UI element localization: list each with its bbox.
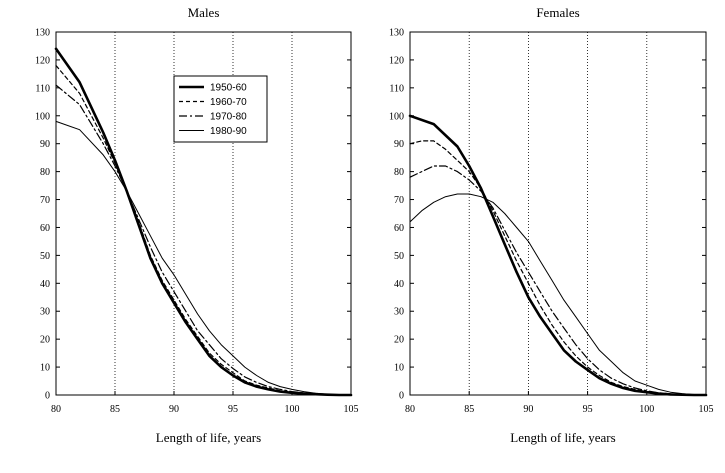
y-tick-label: 70 <box>394 195 404 206</box>
y-tick-label: 90 <box>394 139 404 150</box>
females-panel: 0 10 20 30 40 50 60 70 80 90 100 110 120 130 80 85 90 95 1… <box>389 5 714 445</box>
y-tick-label: 100 <box>35 111 50 122</box>
x-tick-label: 80 <box>405 404 415 415</box>
x-axis-label: Length of life, years <box>510 430 615 445</box>
y-tick-label: 100 <box>389 111 404 122</box>
y-tick-label: 90 <box>40 139 50 150</box>
plot-frame <box>55 31 352 396</box>
y-tick-label: 50 <box>40 251 50 262</box>
y-tick-label: 0 <box>45 391 50 402</box>
y-tick-label: 20 <box>394 335 404 346</box>
y-tick-label: 130 <box>389 28 404 39</box>
y-tick-label: 20 <box>40 335 50 346</box>
x-tick-label: 95 <box>583 404 593 415</box>
x-tick-label: 100 <box>639 404 654 415</box>
chart-title: Females <box>536 5 579 20</box>
x-tick-label: 95 <box>228 404 238 415</box>
x-tick-label: 105 <box>699 404 714 415</box>
y-tick-label: 30 <box>394 307 404 318</box>
y-tick-label: 120 <box>35 55 50 66</box>
series-line-1970-80 <box>409 165 707 396</box>
y-tick-label: 10 <box>40 363 50 374</box>
males-panel: 0 10 20 30 40 50 60 70 80 90 100 110 120 130 80 85 90 95 1… <box>35 5 359 445</box>
series-line-1980-90 <box>409 193 707 396</box>
x-tick-label: 90 <box>523 404 533 415</box>
y-tick-label: 60 <box>394 223 404 234</box>
y-tick-label: 70 <box>40 195 50 206</box>
x-tick-label: 85 <box>464 404 474 415</box>
legend-label: 1950-60 <box>210 83 247 94</box>
x-tick-label: 105 <box>344 404 359 415</box>
y-tick-label: 80 <box>394 167 404 178</box>
y-tick-label: 40 <box>40 279 50 290</box>
x-tick-label: 85 <box>110 404 120 415</box>
plot-frame <box>409 31 707 396</box>
series-line-1980-90 <box>55 120 352 396</box>
x-tick-label: 80 <box>51 404 61 415</box>
y-tick-label: 50 <box>394 251 404 262</box>
legend-label: 1980-90 <box>210 126 247 137</box>
x-tick-label: 90 <box>169 404 179 415</box>
y-tick-label: 30 <box>40 307 50 318</box>
chart-title: Males <box>188 5 220 20</box>
y-tick-label: 80 <box>40 167 50 178</box>
y-tick-label: 110 <box>389 83 404 94</box>
y-tick-label: 10 <box>394 363 404 374</box>
x-axis-label: Length of life, years <box>156 430 261 445</box>
legend-label: 1960-70 <box>210 97 247 108</box>
series-line-1960-70 <box>409 140 707 396</box>
x-tick-label: 100 <box>285 404 300 415</box>
legend-label: 1970-80 <box>210 112 247 123</box>
y-tick-label: 60 <box>40 223 50 234</box>
y-tick-label: 0 <box>399 391 404 402</box>
y-tick-label: 40 <box>394 279 404 290</box>
y-tick-label: 130 <box>35 28 50 39</box>
y-tick-label: 120 <box>389 55 404 66</box>
y-tick-label: 110 <box>35 83 50 94</box>
